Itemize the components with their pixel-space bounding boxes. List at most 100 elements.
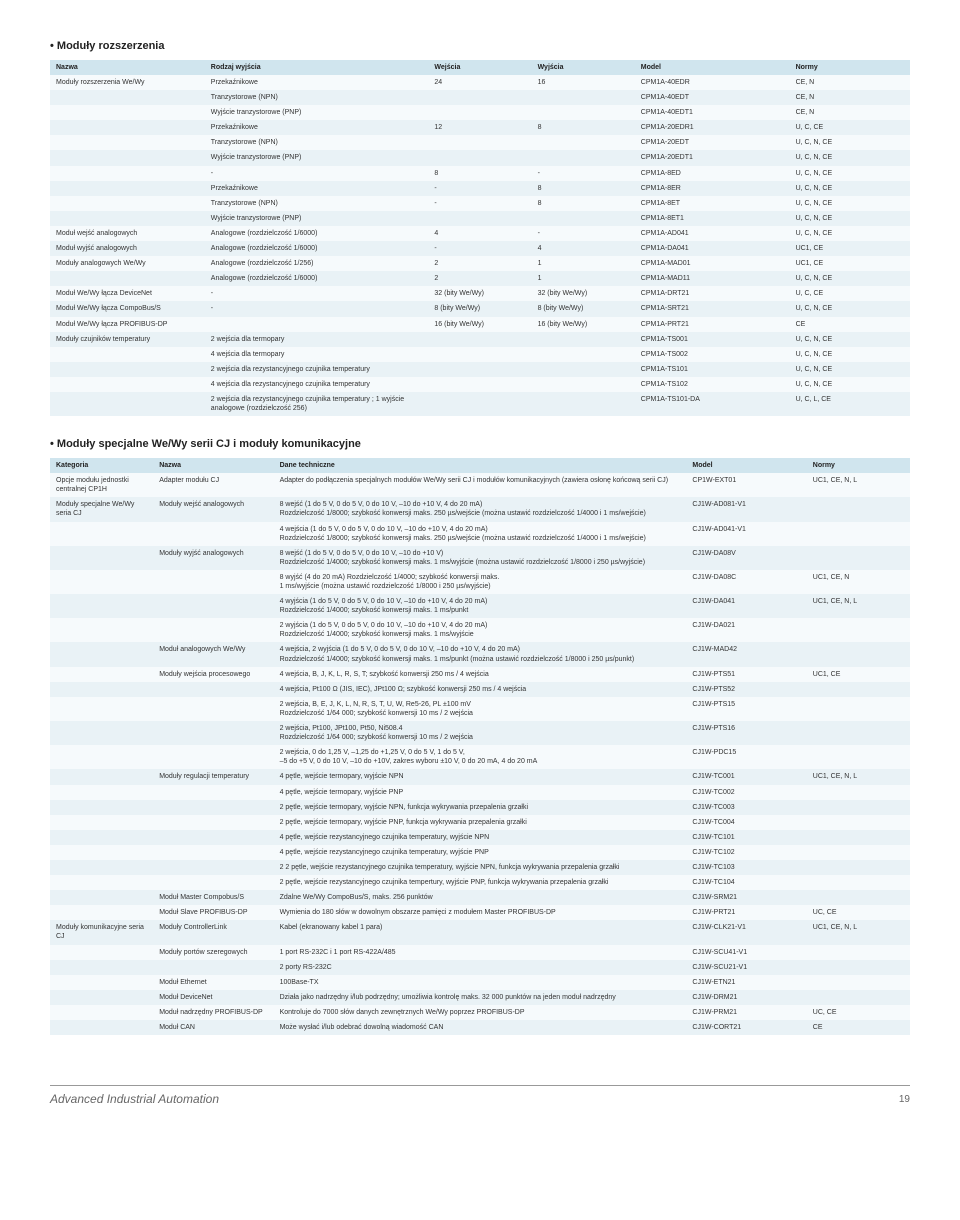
table-cell xyxy=(50,618,153,642)
table-cell: 8 wyjść (4 do 20 mA) Rozdzielczość 1/400… xyxy=(274,570,687,594)
table-cell xyxy=(807,960,910,975)
table-cell xyxy=(153,845,273,860)
table-cell: CPM1A-PRT21 xyxy=(635,317,790,332)
table-cell xyxy=(50,890,153,905)
table-cell: Moduły czujników temperatury xyxy=(50,332,205,347)
table-cell xyxy=(153,830,273,845)
table-cell xyxy=(153,721,273,745)
table-cell: CJ1W-TC002 xyxy=(686,785,806,800)
table-cell: 24 xyxy=(428,75,531,90)
table-cell: 2 wejścia dla rezystancyjnego czujnika t… xyxy=(205,392,429,416)
table-cell xyxy=(50,181,205,196)
table-cell: 8 xyxy=(532,181,635,196)
table-cell: 8 (bity We/Wy) xyxy=(532,301,635,316)
table-cell xyxy=(807,522,910,546)
table-cell: CE xyxy=(807,1020,910,1035)
table-cell: 4 pętle, wejście rezystancyjnego czujnik… xyxy=(274,845,687,860)
table-cell: Opcje modułu jednostki centralnej CP1H xyxy=(50,473,153,497)
table-cell xyxy=(532,332,635,347)
table-row: 4 pętle, wejście rezystancyjnego czujnik… xyxy=(50,830,910,845)
column-header: Wejścia xyxy=(428,60,531,75)
table-cell: CJ1W-AD041-V1 xyxy=(686,522,806,546)
table-cell xyxy=(807,830,910,845)
table-row: Moduły rozszerzenia We/WyPrzekaźnikowe24… xyxy=(50,75,910,90)
table-cell: CPM1A-20EDT xyxy=(635,135,790,150)
table-cell xyxy=(50,362,205,377)
table-cell: - xyxy=(428,181,531,196)
table-cell xyxy=(428,90,531,105)
table-row: 4 pętle, wejście rezystancyjnego czujnik… xyxy=(50,845,910,860)
table-cell: Moduł CAN xyxy=(153,1020,273,1035)
table-row: Moduł We/Wy łącza DeviceNet-32 (bity We/… xyxy=(50,286,910,301)
table-cell xyxy=(50,196,205,211)
table-row: Moduł We/Wy łącza CompoBus/S- 8 (bity We/… xyxy=(50,301,910,316)
table-cell: 8 xyxy=(532,196,635,211)
column-header: Model xyxy=(635,60,790,75)
table-cell: CJ1W-SCU21-V1 xyxy=(686,960,806,975)
table-cell: U, C, N, CE xyxy=(790,181,910,196)
table-cell: CPM1A-40EDR xyxy=(635,75,790,90)
table-cell xyxy=(807,945,910,960)
table-cell: CPM1A-MAD01 xyxy=(635,256,790,271)
table-row: Moduł analogowych We/Wy4 wejścia, 2 wyjś… xyxy=(50,642,910,666)
table-cell xyxy=(153,785,273,800)
table-cell xyxy=(50,135,205,150)
table-row: 2 pętle, wejście rezystancyjnego czujnik… xyxy=(50,875,910,890)
column-header: Dane techniczne xyxy=(274,458,687,473)
table-cell: CPM1A-8ET xyxy=(635,196,790,211)
table-cell: CJ1W-DA041 xyxy=(686,594,806,618)
table-cell: Wyjście tranzystorowe (PNP) xyxy=(205,105,429,120)
table-cell: Wyjście tranzystorowe (PNP) xyxy=(205,150,429,165)
table-cell: U, C, CE xyxy=(790,286,910,301)
table-row: 2 wejścia dla rezystancyjnego czujnika t… xyxy=(50,362,910,377)
table-row: 4 wejścia dla termoparyCPM1A-TS002U, C, … xyxy=(50,347,910,362)
table-cell: Moduł We/Wy łącza CompoBus/S xyxy=(50,301,205,316)
table-cell: CJ1W-TC003 xyxy=(686,800,806,815)
table-cell: 2 pętle, wejście rezystancyjnego czujnik… xyxy=(274,875,687,890)
table-row: Moduły wyjść analogowych8 wejść (1 do 5 … xyxy=(50,546,910,570)
table-cell xyxy=(807,890,910,905)
table-cell xyxy=(428,150,531,165)
table-cell: CPM1A-8ED xyxy=(635,166,790,181)
table-cell: CJ1W-PTS51 xyxy=(686,667,806,682)
table-expansion-modules: NazwaRodzaj wyjściaWejściaWyjściaModelNo… xyxy=(50,60,910,416)
table-cell xyxy=(50,697,153,721)
table-cell: UC1, CE, N, L xyxy=(807,920,910,944)
table-cell: Moduł Slave PROFIBUS-DP xyxy=(153,905,273,920)
table-cell: Wymienia do 180 słów w dowolnym obszarze… xyxy=(274,905,687,920)
column-header: Rodzaj wyjścia xyxy=(205,60,429,75)
table-cell: UC, CE xyxy=(807,905,910,920)
table-cell xyxy=(532,150,635,165)
table-cell: - xyxy=(205,301,429,316)
table-row: 2 wejścia, B, E, J, K, L, N, R, S, T, U,… xyxy=(50,697,910,721)
table-cell: 12 xyxy=(428,120,531,135)
table-cell xyxy=(807,546,910,570)
table-cell: CJ1W-DA08C xyxy=(686,570,806,594)
table-cell: 8 wejść (1 do 5 V, 0 do 5 V, 0 do 10 V, … xyxy=(274,497,687,521)
table-cell: UC1, CE xyxy=(790,256,910,271)
table-row: -8-CPM1A-8EDU, C, N, CE xyxy=(50,166,910,181)
table-row: Moduł Master Compobus/SZdalne We/Wy Comp… xyxy=(50,890,910,905)
table-row: 2 pętle, wejście termopary, wyjście NPN,… xyxy=(50,800,910,815)
table-cell xyxy=(807,975,910,990)
table-cell: 4 pętle, wejście termopary, wyjście NPN xyxy=(274,769,687,784)
table-cell: CPM1A-40EDT1 xyxy=(635,105,790,120)
table-cell: 4 pętle, wejście rezystancyjnego czujnik… xyxy=(274,830,687,845)
table-cell xyxy=(807,875,910,890)
table-cell xyxy=(428,332,531,347)
table-cell: CJ1W-TC104 xyxy=(686,875,806,890)
table-row: Moduł Slave PROFIBUS-DPWymienia do 180 s… xyxy=(50,905,910,920)
table-cell xyxy=(50,570,153,594)
table-cell: CPM1A-8ET1 xyxy=(635,211,790,226)
footer-brand: Advanced Industrial Automation xyxy=(50,1092,219,1106)
table-cell: 2 wejścia, B, E, J, K, L, N, R, S, T, U,… xyxy=(274,697,687,721)
table-row: 8 wyjść (4 do 20 mA) Rozdzielczość 1/400… xyxy=(50,570,910,594)
column-header: Wyjścia xyxy=(532,60,635,75)
table-cell: 4 pętle, wejście termopary, wyjście PNP xyxy=(274,785,687,800)
table-cj-modules: KategoriaNazwaDane techniczneModelNormy … xyxy=(50,458,910,1035)
table-row: Moduł wejść analogowychAnalogowe (rozdzi… xyxy=(50,226,910,241)
table-cell: U, C, N, CE xyxy=(790,150,910,165)
table-cell: - xyxy=(532,166,635,181)
table-cell xyxy=(50,642,153,666)
table-cell: CPM1A-SRT21 xyxy=(635,301,790,316)
